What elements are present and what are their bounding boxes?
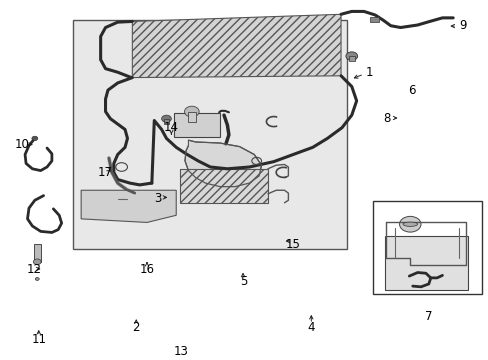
Text: 6: 6 (407, 84, 415, 96)
Text: 12: 12 (26, 263, 41, 276)
Circle shape (161, 115, 171, 122)
Text: 16: 16 (139, 263, 154, 276)
Text: 9: 9 (458, 19, 466, 32)
Text: 5: 5 (240, 275, 247, 288)
Bar (384, 236, 467, 290)
Polygon shape (81, 190, 176, 222)
Circle shape (345, 52, 357, 60)
Circle shape (184, 106, 199, 117)
Bar (163, 119, 168, 124)
Circle shape (33, 259, 41, 265)
Bar (34, 244, 41, 262)
Text: 15: 15 (285, 238, 300, 251)
Text: 13: 13 (173, 345, 188, 358)
Bar (369, 17, 378, 22)
Bar (73, 21, 346, 249)
Text: 3: 3 (154, 192, 162, 204)
Bar (372, 201, 482, 294)
Text: 17: 17 (98, 166, 113, 179)
Text: 7: 7 (424, 310, 432, 323)
Text: 1: 1 (366, 67, 373, 80)
Bar (348, 57, 354, 61)
Polygon shape (180, 169, 267, 203)
Circle shape (399, 216, 420, 232)
Circle shape (35, 278, 39, 280)
Bar (173, 113, 220, 136)
Text: 11: 11 (31, 333, 46, 346)
Text: 8: 8 (383, 112, 390, 125)
Circle shape (32, 136, 38, 140)
Polygon shape (132, 14, 340, 78)
Polygon shape (184, 140, 261, 187)
Ellipse shape (402, 222, 417, 226)
Text: 14: 14 (163, 121, 179, 134)
Bar (188, 112, 195, 122)
Text: 10: 10 (14, 138, 29, 151)
Text: 2: 2 (132, 321, 140, 334)
Text: 4: 4 (307, 321, 314, 334)
